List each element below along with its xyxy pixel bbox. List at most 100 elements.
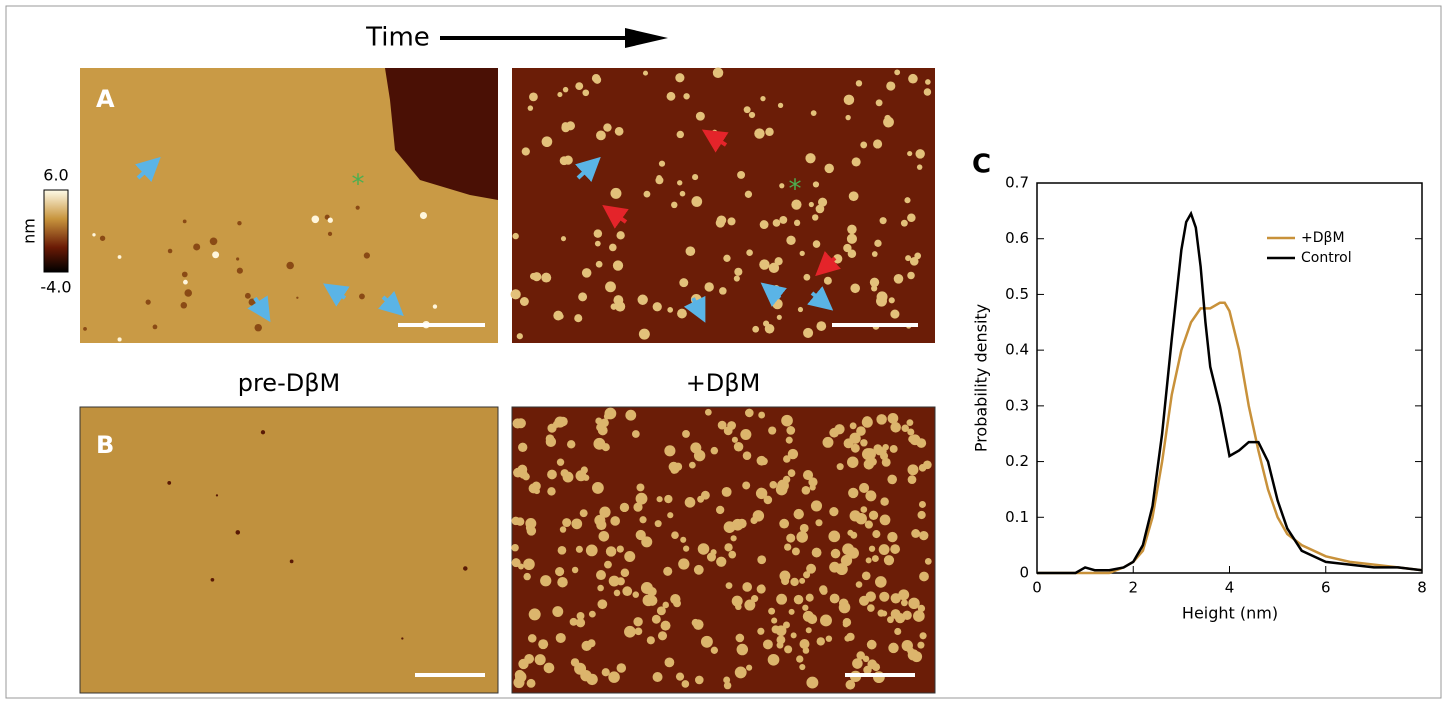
x-tick-label: 2 (1128, 579, 1138, 597)
texture (901, 220, 908, 227)
texture (530, 273, 537, 280)
texture (771, 618, 777, 624)
texture (784, 645, 792, 653)
texture (608, 671, 620, 683)
texture (359, 293, 365, 299)
texture (839, 602, 851, 614)
texture (255, 324, 262, 331)
texture (894, 69, 900, 75)
texture (517, 333, 523, 339)
texture (212, 251, 219, 258)
texture (850, 510, 861, 521)
texture (794, 509, 804, 519)
texture (849, 191, 859, 201)
texture (779, 519, 789, 529)
texture (742, 482, 750, 490)
texture (680, 537, 686, 543)
texture (904, 197, 910, 203)
texture (805, 153, 815, 163)
texture (647, 636, 655, 644)
texture (737, 644, 748, 655)
texture (237, 268, 243, 274)
texture (580, 670, 591, 681)
texture (625, 410, 636, 421)
texture (836, 563, 848, 575)
texture (711, 447, 719, 455)
texture (888, 413, 899, 424)
afm-image (511, 407, 935, 693)
texture (884, 555, 894, 565)
texture (622, 586, 632, 596)
texture (768, 608, 775, 615)
texture (576, 546, 583, 553)
texture (513, 677, 524, 688)
texture (750, 517, 757, 524)
texture (919, 572, 929, 582)
texture (756, 488, 767, 499)
texture (823, 437, 834, 448)
texture (862, 448, 874, 460)
texture (724, 543, 732, 551)
texture (796, 531, 808, 543)
legend-label: +DβM (1301, 230, 1345, 246)
texture (604, 413, 610, 419)
texture (911, 529, 920, 538)
texture (561, 236, 566, 241)
texture (757, 555, 766, 564)
texture (552, 606, 563, 617)
texture (923, 460, 932, 469)
legend-label: Control (1301, 250, 1352, 266)
texture (735, 603, 742, 610)
texture (635, 628, 643, 636)
texture (768, 654, 780, 666)
texture (852, 157, 861, 166)
texture (925, 558, 932, 565)
texture (675, 73, 684, 82)
texture (557, 577, 567, 587)
texture (894, 628, 901, 635)
texture (639, 516, 646, 523)
texture (661, 621, 671, 631)
texture (183, 280, 188, 285)
texture (856, 581, 863, 588)
texture (901, 599, 908, 606)
texture (731, 535, 737, 541)
asterisk: * (789, 175, 802, 205)
texture (792, 548, 800, 556)
texture (879, 592, 889, 602)
texture (636, 483, 644, 491)
texture (168, 249, 173, 254)
texture (843, 621, 849, 627)
texture (781, 415, 793, 427)
y-tick-label: 0.6 (1005, 229, 1029, 247)
texture (799, 639, 809, 649)
texture (784, 543, 791, 550)
texture (872, 251, 878, 257)
texture (907, 464, 918, 475)
texture (667, 307, 673, 313)
texture (728, 551, 736, 559)
texture (518, 443, 527, 452)
texture (716, 506, 724, 514)
texture (695, 676, 704, 685)
texture (719, 287, 727, 295)
texture (576, 618, 585, 627)
texture (888, 643, 898, 653)
texture (605, 281, 616, 292)
texture (878, 447, 886, 455)
texture (555, 567, 564, 576)
texture (734, 268, 742, 276)
texture (589, 611, 596, 618)
texture (529, 92, 538, 101)
texture (773, 219, 781, 227)
texture (872, 530, 880, 538)
texture (860, 506, 867, 513)
texture (745, 409, 754, 418)
texture (800, 251, 805, 256)
texture (724, 426, 733, 435)
texture (890, 310, 899, 319)
texture (657, 606, 666, 615)
texture (826, 635, 832, 641)
texture (669, 462, 679, 472)
texture (889, 297, 895, 303)
